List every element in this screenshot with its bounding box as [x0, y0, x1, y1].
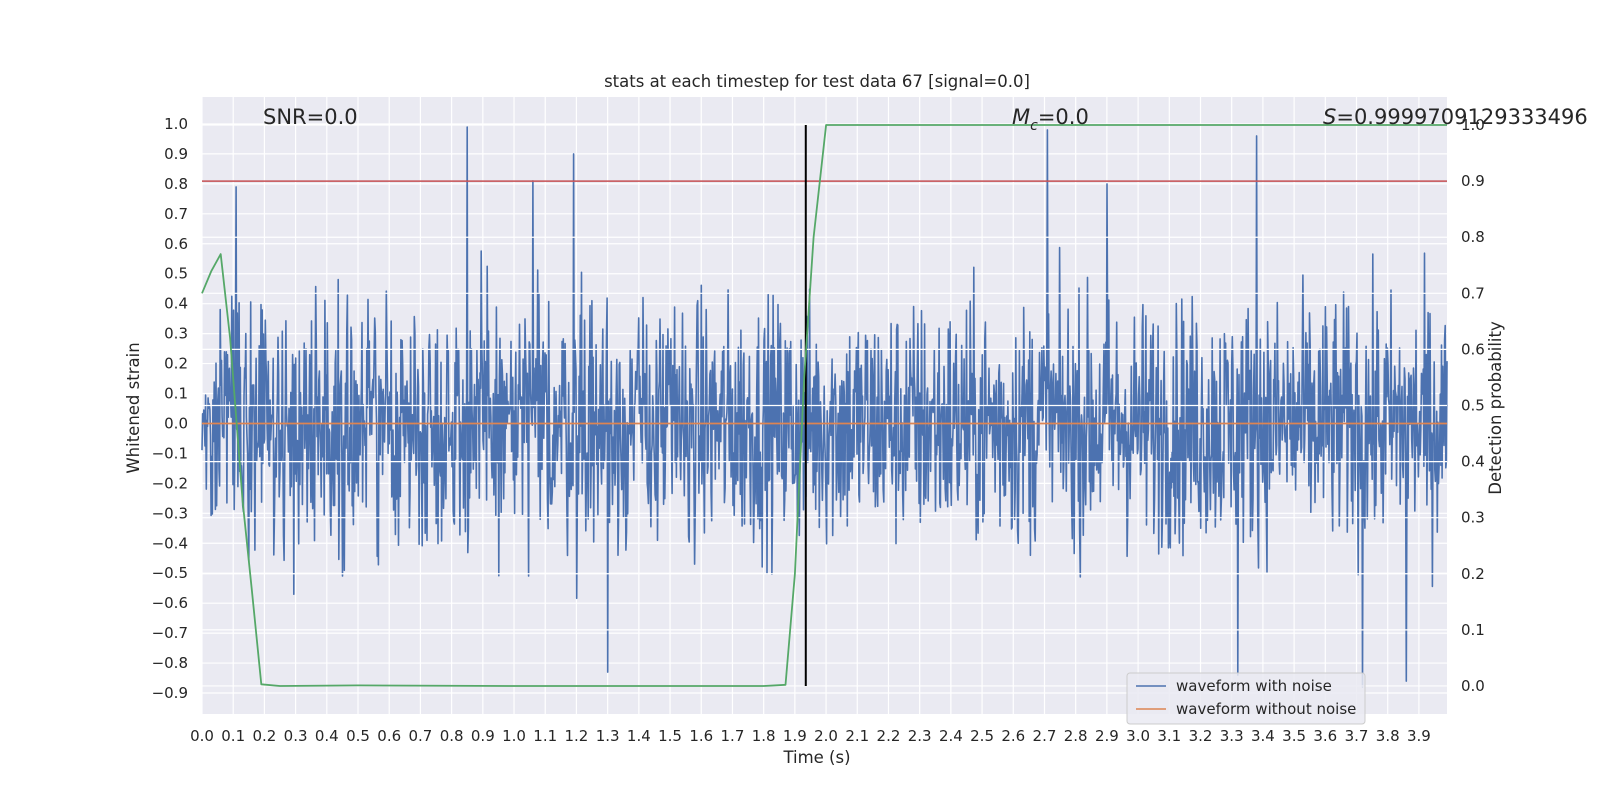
- y2-tick-label: 0.4: [1461, 453, 1485, 471]
- x-tick-label: 3.6: [1313, 727, 1337, 745]
- y-tick-label: 0.5: [164, 265, 188, 283]
- x-tick-label: 1.0: [502, 727, 526, 745]
- right-axis-layer: [201, 124, 1447, 687]
- x-tick-label: 3.3: [1220, 727, 1244, 745]
- y2-tick-label: 0.6: [1461, 340, 1485, 358]
- x-tick-label: 0.7: [408, 727, 432, 745]
- x-tick-label: 1.3: [596, 727, 620, 745]
- y-tick-label: −0.8: [152, 654, 188, 672]
- chirp-mass-subscript: c: [1030, 118, 1038, 134]
- detection-probability-line: [201, 124, 1447, 687]
- x-tick-label: 3.2: [1189, 727, 1213, 745]
- x-tick-label: 3.1: [1157, 727, 1181, 745]
- x-tick-label: 3.9: [1407, 727, 1431, 745]
- x-tick-label: 0.4: [315, 727, 339, 745]
- y-tick-label: 0.2: [164, 355, 188, 373]
- x-tick-label: 2.9: [1095, 727, 1119, 745]
- chart-title: stats at each timestep for test data 67 …: [604, 72, 1030, 91]
- x-tick-label: 0.2: [252, 727, 276, 745]
- x-tick-label: 2.2: [877, 727, 901, 745]
- y2-tick-label: 0.2: [1461, 565, 1485, 583]
- x-tick-label: 2.4: [939, 727, 963, 745]
- y-tick-label: −0.5: [152, 564, 188, 582]
- y2-tick-label: 0.0: [1461, 677, 1485, 695]
- x-tick-label: 0.1: [221, 727, 245, 745]
- y-tick-label: 1.0: [164, 115, 188, 133]
- x-tick-label: 3.8: [1376, 727, 1400, 745]
- series-waveform-with-noise: [201, 126, 1448, 688]
- x-tick-label: 0.6: [377, 727, 401, 745]
- y-tick-label: −0.7: [152, 624, 188, 642]
- chirp-mass-value: =0.0: [1038, 105, 1089, 129]
- y-tick-label: −0.1: [152, 444, 188, 462]
- score-value: =0.9999709129333496: [1336, 105, 1587, 129]
- x-tick-label: 1.4: [627, 727, 651, 745]
- y-tick-label: 0.3: [164, 325, 188, 343]
- y2-tick-label: 0.1: [1461, 621, 1485, 639]
- y-tick-label: 0.8: [164, 175, 188, 193]
- x-tick-label: 0.0: [190, 727, 214, 745]
- y2-tick-label: 0.3: [1461, 509, 1485, 527]
- x-tick-label: 2.5: [970, 727, 994, 745]
- x-tick-label: 3.5: [1282, 727, 1306, 745]
- x-tick-label: 0.5: [346, 727, 370, 745]
- x-tick-label: 2.3: [908, 727, 932, 745]
- x-tick-label: 2.1: [845, 727, 869, 745]
- score-annotation: S=0.9999709129333496: [1323, 105, 1588, 129]
- y2-tick-label: 1.0: [1461, 116, 1485, 134]
- y2-tick-label: 0.5: [1461, 397, 1485, 415]
- y-tick-label: −0.9: [152, 684, 188, 702]
- legend-box: [1126, 672, 1366, 725]
- y-tick-label: −0.3: [152, 504, 188, 522]
- x-tick-label: 1.1: [533, 727, 557, 745]
- legend-label-waveform-with-noise: waveform with noise: [1176, 677, 1332, 695]
- x-tick-label: 2.0: [814, 727, 838, 745]
- y-tick-label: −0.2: [152, 474, 188, 492]
- y-tick-label: 0.4: [164, 295, 188, 313]
- x-tick-label: 1.2: [565, 727, 589, 745]
- y-tick-label: 0.9: [164, 145, 188, 163]
- x-tick-label: 2.8: [1064, 727, 1088, 745]
- y-axis-label: Whitened strain: [124, 342, 143, 473]
- x-tick-label: 0.8: [440, 727, 464, 745]
- y-tick-label: −0.6: [152, 594, 188, 612]
- y2-tick-label: 0.8: [1461, 228, 1485, 246]
- y-tick-label: 0.6: [164, 235, 188, 253]
- chirp-mass-symbol: M: [1012, 105, 1030, 129]
- x-tick-label: 1.9: [783, 727, 807, 745]
- x-tick-label: 3.4: [1251, 727, 1275, 745]
- x-tick-label: 1.7: [721, 727, 745, 745]
- y2-tick-label: 0.7: [1461, 284, 1485, 302]
- chirp-mass-annotation: Mc=0.0: [1012, 105, 1089, 134]
- x-tick-label: 1.6: [689, 727, 713, 745]
- legend: waveform with noise waveform without noi…: [1126, 672, 1366, 725]
- x-tick-label: 3.7: [1345, 727, 1369, 745]
- waveform-with-noise-line: [201, 126, 1448, 688]
- tick-labels: 0.0 0.1 0.2 0.3 0.4 0.5 0.6 0.7 0.8 0.9 1.0 1.1 1.2 1…: [152, 115, 1485, 745]
- y-tick-label: 0.1: [164, 385, 188, 403]
- y-tick-label: −0.4: [152, 534, 188, 552]
- x-tick-label: 0.9: [471, 727, 495, 745]
- snr-annotation: SNR=0.0: [263, 105, 358, 129]
- x-tick-label: 0.3: [284, 727, 308, 745]
- y-tick-label: 0.0: [164, 414, 188, 432]
- legend-label-waveform-without-noise: waveform without noise: [1176, 700, 1356, 718]
- score-symbol: S: [1323, 105, 1336, 129]
- x-tick-label: 1.8: [752, 727, 776, 745]
- x-tick-label: 3.0: [1126, 727, 1150, 745]
- x-tick-label: 1.5: [658, 727, 682, 745]
- y2-axis-label: Detection probability: [1486, 321, 1505, 495]
- y2-tick-label: 0.9: [1461, 172, 1485, 190]
- y-tick-label: 0.7: [164, 205, 188, 223]
- x-tick-label: 2.7: [1033, 727, 1057, 745]
- x-axis-label: Time (s): [782, 748, 850, 767]
- x-tick-label: 2.6: [1001, 727, 1025, 745]
